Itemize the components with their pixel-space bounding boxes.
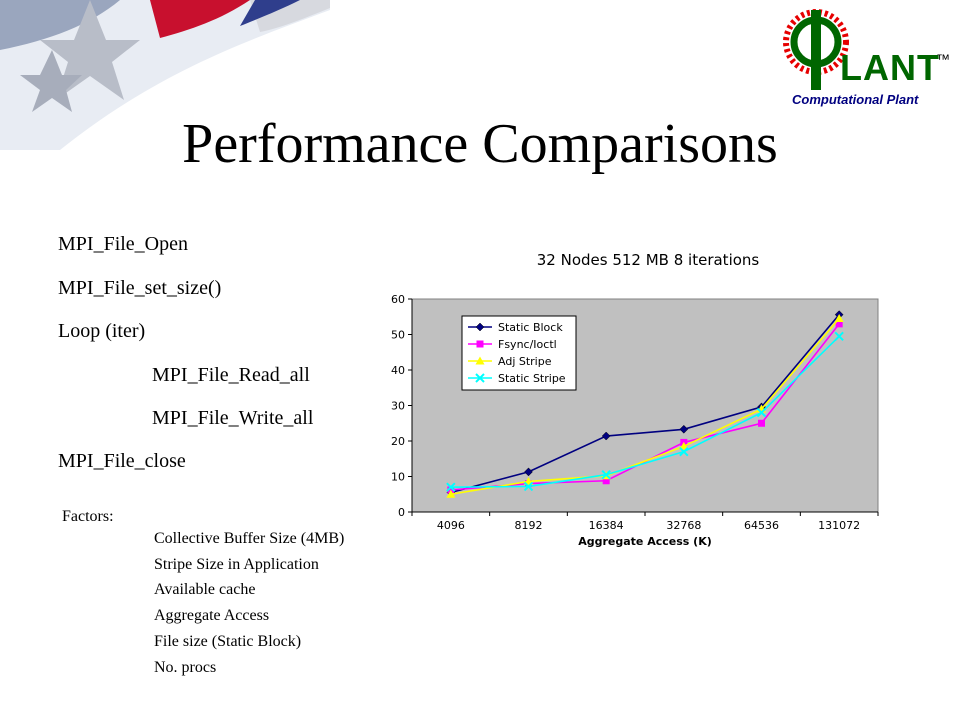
factor-item: Aggregate Access: [154, 607, 270, 624]
y-tick-label: 50: [391, 329, 405, 342]
data-point: [679, 446, 689, 457]
legend-label: Fsync/Ioctl: [498, 338, 557, 351]
data-point: [679, 441, 689, 450]
data-point: [756, 407, 767, 418]
data-point: [601, 470, 611, 480]
data-point: [524, 467, 533, 477]
series-layer: [446, 310, 844, 498]
factor-item: No. procs: [154, 659, 217, 676]
line-chart: 32 Nodes 512 MB 8 iterations 0 10 20 30 40 50…: [391, 251, 879, 548]
chart-legend: Static Block Fsync/Ioctl Adj Stripe Static …: [461, 315, 577, 391]
series-line: [450, 335, 840, 488]
data-point: [834, 331, 844, 341]
legend-label: Static Stripe: [498, 372, 566, 385]
data-point: [475, 373, 485, 383]
x-tick-label: 8192: [515, 519, 543, 532]
code-line: MPI_File_Open: [58, 233, 188, 255]
chart-title: 32 Nodes 512 MB 8 iterations: [537, 251, 760, 269]
legend-label: Adj Stripe: [498, 355, 552, 368]
x-tick-label: 32768: [666, 519, 701, 532]
y-axis: 0 10 20 30 40 50 60: [391, 293, 413, 519]
svg-text:LANT: LANT: [840, 47, 940, 88]
data-point: [601, 431, 611, 441]
data-point: [475, 356, 485, 365]
factor-item: Collective Buffer Size (4MB): [154, 530, 345, 547]
trademark-mark: ™: [936, 51, 950, 67]
data-point: [523, 481, 534, 492]
x-axis: 4096 8192 16384 32768 64536 131072: [411, 511, 879, 532]
factor-item: Available cache: [154, 581, 256, 598]
data-point: [835, 320, 843, 328]
data-point: [446, 482, 456, 492]
code-line: MPI_File_Write_all: [152, 407, 314, 429]
y-tick-label: 60: [391, 293, 405, 306]
x-tick-label: 16384: [589, 519, 624, 532]
x-tick-label: 4096: [437, 519, 465, 532]
y-tick-label: 20: [391, 435, 405, 448]
x-tick-label: 131072: [818, 519, 860, 532]
data-point: [475, 322, 485, 332]
legend-label: Static Block: [498, 321, 563, 334]
y-tick-label: 30: [391, 400, 405, 413]
y-tick-label: 40: [391, 364, 405, 377]
y-tick-label: 10: [391, 471, 405, 484]
code-line: Loop (iter): [58, 320, 146, 342]
x-tick-label: 64536: [744, 519, 779, 532]
code-line: MPI_File_set_size(): [58, 277, 222, 299]
data-point: [602, 477, 610, 485]
data-point: [476, 340, 484, 348]
series-line: [450, 318, 840, 496]
gear-icon: [783, 9, 849, 90]
factors-label: Factors:: [62, 508, 114, 525]
data-point: [758, 419, 765, 427]
slide-title: Performance Comparisons: [182, 113, 778, 175]
logo-caption: Computational Plant: [792, 92, 919, 107]
computational-plant-logo: LANT ™ Computational Plant: [783, 9, 950, 107]
flag-swoosh-decoration: [0, 0, 330, 150]
x-axis-label: Aggregate Access (K): [578, 535, 712, 548]
factor-item: File size (Static Block): [154, 633, 302, 650]
series-line: [450, 314, 840, 494]
code-line: MPI_File_close: [58, 450, 186, 472]
data-point: [679, 424, 689, 434]
code-line: MPI_File_Read_all: [152, 364, 310, 386]
y-tick-label: 0: [398, 506, 405, 519]
factor-item: Stripe Size in Application: [154, 556, 319, 573]
series-static-stripe: [446, 331, 844, 492]
data-point: [834, 314, 844, 323]
data-point: [446, 489, 456, 498]
